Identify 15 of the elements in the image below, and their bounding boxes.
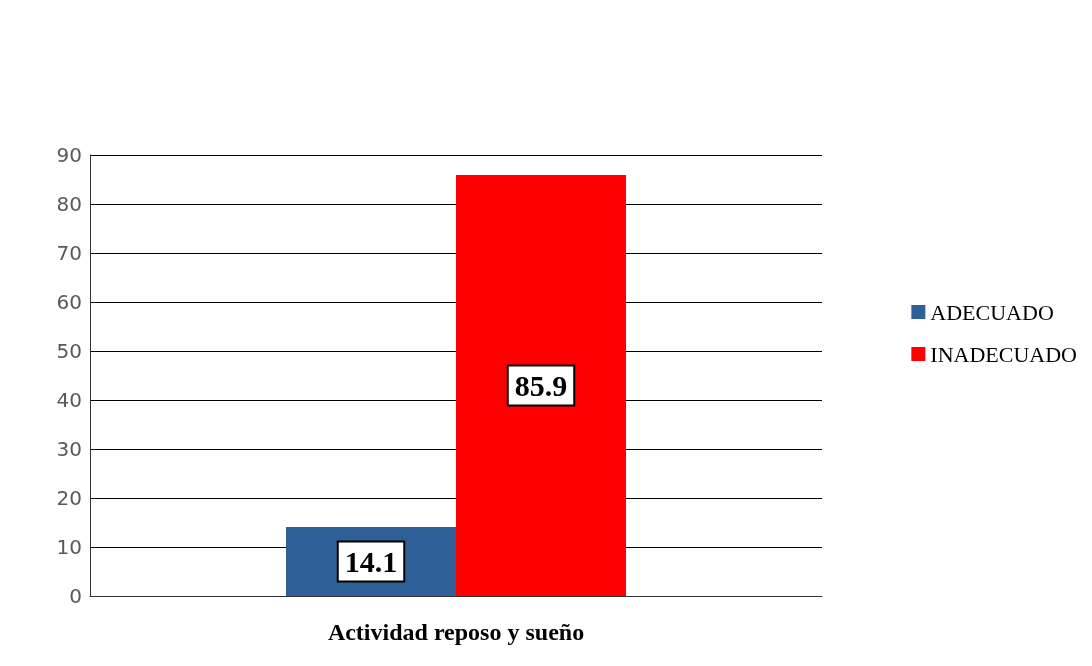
x-tick-label: Actividad reposo y sueño: [327, 619, 585, 645]
y-tick-label: 30: [56, 437, 82, 461]
y-tick-label: 10: [56, 535, 82, 559]
y-tick-label: 60: [56, 290, 82, 314]
legend-label: INADECUADO: [930, 341, 1077, 367]
y-tick-label: 40: [56, 388, 82, 412]
data-label: 14.1: [344, 544, 398, 578]
y-tick-label: 80: [56, 192, 82, 216]
y-tick-label: 70: [56, 241, 82, 265]
y-tick-label: 0: [69, 584, 82, 608]
data-label: 85.9: [514, 369, 568, 403]
y-tick-label: 50: [56, 339, 82, 363]
y-tick-label: 20: [56, 486, 82, 510]
legend-label: ADECUADO: [930, 299, 1054, 325]
y-tick-label: 90: [56, 143, 82, 167]
